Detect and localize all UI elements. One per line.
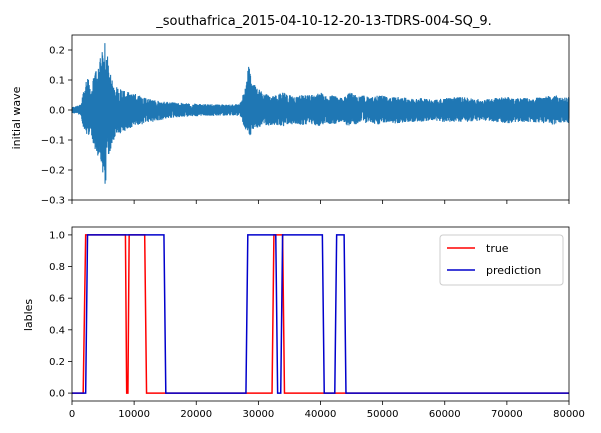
labels-y-tick-label: 0.2 [49,357,65,368]
wave-y-tick-label: −0.1 [41,136,65,147]
labels-x-tick-label: 70000 [491,409,523,420]
wave-axes-frame [71,34,570,201]
labels-x-tick-label: 60000 [429,409,461,420]
labels-y-ticks: 0.0 0.2 0.4 0.6 0.8 1.0 [49,230,72,400]
wave-y-tick-label: 0.0 [49,106,65,117]
wave-series [71,43,570,184]
wave-y-tick-label: 0.2 [49,46,65,57]
labels-axes-frame [71,226,570,402]
labels-x-tick-label: 80000 [553,409,585,420]
wave-line [71,43,570,184]
labels-x-tick-label: 30000 [242,409,274,420]
wave-chart-title: _southafrica_2015-04-10-12-20-13-TDRS-00… [155,14,491,29]
labels-panel: lables 0.0 0.2 0.4 0.6 0.8 1.0 0 10000 20000 300… [22,226,585,420]
wave-y-tick-label: −0.2 [41,166,65,177]
labels-y-tick-label: 0.0 [49,389,65,400]
wave-x-ticks [71,200,570,204]
wave-y-tick-label: −0.3 [41,196,65,207]
wave-y-ticks: −0.3 −0.2 −0.1 0.0 0.1 0.2 [41,46,72,207]
labels-y-tick-label: 0.4 [49,325,65,336]
labels-x-ticks: 0 10000 20000 30000 40000 50000 60000 70000 8000… [69,401,585,420]
legend-true-label: true [486,242,509,255]
wave-y-tick-label: 0.1 [49,76,65,87]
wave-panel: _southafrica_2015-04-10-12-20-13-TDRS-00… [10,14,570,207]
labels-x-tick-label: 10000 [118,409,150,420]
labels-x-tick-label: 0 [69,409,75,420]
legend: true prediction [439,234,564,286]
legend-prediction-label: prediction [486,264,541,277]
labels-x-tick-label: 40000 [305,409,337,420]
series-line-prediction [72,234,569,394]
labels-x-tick-label: 20000 [180,409,212,420]
labels-y-tick-label: 0.6 [49,294,65,305]
labels-y-tick-label: 0.8 [49,262,65,273]
labels-ylabel: lables [22,299,35,332]
labels-series [72,234,569,394]
labels-x-tick-label: 50000 [367,409,399,420]
wave-ylabel: initial wave [10,86,23,149]
labels-y-tick-label: 1.0 [49,230,65,241]
